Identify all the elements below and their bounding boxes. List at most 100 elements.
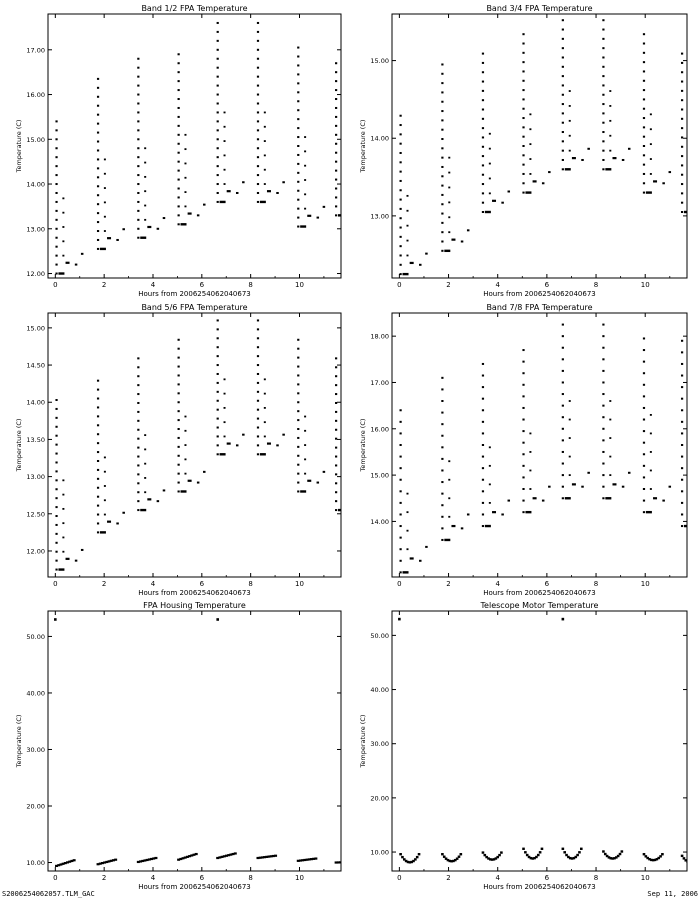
data-point (561, 485, 564, 488)
data-point (177, 472, 180, 475)
data-point (576, 853, 579, 857)
data-point (627, 147, 631, 150)
data-point (457, 855, 461, 858)
data-point (448, 216, 451, 219)
data-point (55, 399, 58, 402)
data-point (342, 139, 344, 141)
data-point (184, 191, 187, 193)
y-axis-label: Temperature (C) (15, 120, 23, 174)
data-point (144, 190, 147, 193)
data-point (55, 550, 58, 553)
data-point (58, 272, 65, 275)
data-point (55, 227, 58, 230)
data-point (460, 240, 464, 243)
data-point (649, 469, 652, 472)
data-point (184, 176, 187, 179)
data-point (297, 392, 300, 395)
y-tick-label: 12.00 (26, 270, 45, 278)
data-point (680, 155, 684, 158)
data-point (568, 90, 571, 92)
data-point (441, 504, 444, 507)
data-point (680, 71, 684, 74)
data-point (180, 490, 187, 493)
data-point (522, 135, 525, 138)
data-point (346, 861, 349, 863)
data-point (602, 75, 605, 78)
data-point (642, 61, 646, 64)
data-point (137, 428, 140, 431)
data-point (602, 84, 605, 87)
data-point (55, 864, 59, 868)
data-point (137, 366, 140, 369)
x-tick-label: 0 (53, 874, 57, 882)
data-point (680, 52, 684, 55)
data-point (481, 851, 485, 854)
data-point (529, 128, 532, 131)
data-point (406, 209, 409, 212)
data-point (144, 161, 147, 164)
data-point (564, 497, 571, 500)
data-point (345, 204, 349, 206)
y-tick-label: 15.00 (26, 136, 45, 144)
data-point (609, 400, 612, 402)
data-point (448, 186, 451, 189)
data-point (661, 853, 664, 856)
plot-frame (47, 312, 342, 578)
data-point (224, 854, 228, 857)
data-point (274, 854, 278, 857)
x-tick-label: 8 (248, 281, 252, 289)
data-point (103, 499, 106, 502)
chart-panel-4: Band 7/8 FPA Temperature Hours from 20062… (359, 303, 688, 597)
data-point (137, 375, 140, 378)
data-point (441, 538, 444, 541)
data-point (627, 471, 631, 474)
data-point (501, 513, 504, 516)
data-point (216, 426, 219, 429)
data-point (532, 180, 537, 183)
data-point (335, 419, 338, 422)
data-point (216, 147, 219, 150)
data-point (177, 481, 180, 484)
data-point (568, 119, 571, 122)
data-point (242, 181, 245, 184)
data-point (642, 135, 646, 138)
data-point (399, 501, 402, 504)
data-point (522, 476, 525, 479)
data-point (481, 490, 485, 493)
data-point (680, 478, 684, 481)
data-point (256, 417, 260, 420)
data-point (522, 511, 525, 514)
data-point (177, 338, 180, 341)
data-point (335, 160, 338, 163)
data-point (55, 497, 58, 500)
data-point (404, 859, 408, 863)
data-point (137, 218, 140, 221)
data-point (602, 19, 605, 22)
data-point (618, 852, 622, 856)
data-point (399, 455, 402, 458)
data-point (190, 854, 194, 857)
data-point (568, 418, 571, 421)
data-point (561, 416, 564, 419)
data-point (256, 111, 260, 114)
data-point (613, 857, 616, 860)
data-point (441, 175, 444, 178)
data-point (651, 858, 655, 862)
data-point (529, 856, 533, 860)
y-tick-label: 10.00 (370, 849, 389, 857)
data-point (561, 393, 564, 396)
data-point (448, 231, 451, 234)
data-point (529, 173, 532, 175)
data-point (62, 240, 65, 243)
data-point (177, 89, 180, 92)
data-point (258, 856, 262, 859)
data-point (96, 113, 100, 116)
data-point (256, 66, 260, 69)
data-point (621, 485, 625, 488)
data-point (96, 194, 100, 197)
data-point (529, 469, 532, 472)
data-point (235, 444, 239, 447)
data-point (59, 863, 63, 866)
data-point (96, 77, 100, 80)
data-point (406, 860, 410, 864)
